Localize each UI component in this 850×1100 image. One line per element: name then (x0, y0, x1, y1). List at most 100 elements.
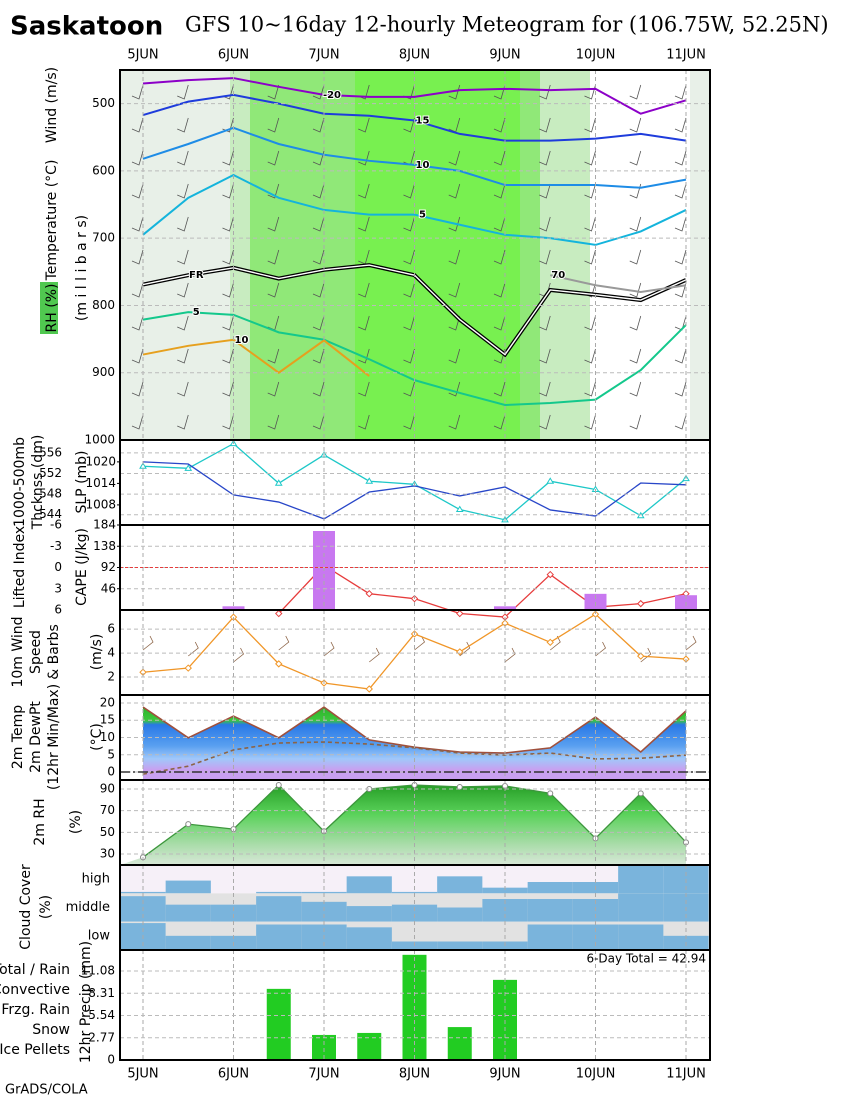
point (546, 570, 554, 579)
y-tick-label: 70 (100, 803, 115, 817)
wind-barb (584, 183, 596, 199)
y2-tick-label: 1020 (85, 454, 116, 468)
legend-entry: Snow (32, 1022, 70, 1038)
wind-barb (312, 282, 325, 298)
wind-barb (685, 635, 697, 651)
wind-barb (629, 216, 642, 232)
y-tick-label: 20 (100, 695, 115, 709)
wind-barb (312, 348, 325, 364)
wind-barb (629, 282, 642, 298)
cloud-cover (256, 924, 302, 950)
wind-barb (629, 183, 642, 199)
point (274, 479, 283, 486)
wind-barb (267, 183, 280, 199)
wind-barb (674, 381, 687, 397)
axis-label: 12hr Precip (mm) (78, 941, 94, 1063)
wind-barb (267, 216, 280, 232)
contour-label: 5 (419, 210, 426, 221)
y-tick-label: -3 (50, 539, 62, 553)
wind-barb (414, 635, 426, 651)
bar (357, 1032, 382, 1060)
wind-barb (267, 348, 280, 364)
wind-barb (222, 414, 234, 430)
point (546, 477, 555, 484)
wind-barb (504, 647, 516, 663)
wind-barb (584, 249, 596, 265)
y-tick-label: 600 (92, 163, 115, 177)
wind-barb (493, 183, 506, 199)
wind-barb (131, 315, 144, 331)
cloud-cover (391, 904, 438, 922)
point (275, 660, 283, 668)
wind-barb (403, 381, 415, 397)
axis-label: Wind (m/s) (44, 67, 60, 143)
wind-barb (267, 84, 280, 100)
contour-label: 15 (416, 115, 430, 126)
wind-barb (584, 414, 596, 430)
y-tick-label: 2.77 (88, 1030, 115, 1044)
y2-tick-label: 92 (101, 560, 116, 574)
wind-barb (131, 183, 144, 199)
cloud-cover (256, 891, 302, 894)
axis-label: (m i l l i b a r s) (74, 215, 90, 321)
wind-barb (358, 216, 370, 232)
cloud-cover (527, 899, 573, 922)
wind-barb (131, 84, 144, 100)
wind-barb (448, 150, 461, 166)
point (637, 599, 645, 608)
wind-barb (629, 414, 642, 430)
cloud-cover (256, 896, 302, 922)
rh-shading (355, 70, 520, 440)
y-tick-label: 30 (100, 847, 115, 861)
contour-label: 5 (193, 307, 200, 318)
axis-label: 2m Temp (10, 705, 26, 769)
wind-barb (629, 150, 642, 166)
point (637, 790, 644, 797)
y2-tick-label: 138 (93, 539, 116, 553)
contour-label: 70 (551, 270, 565, 281)
y-tick-label: 2 (107, 670, 115, 684)
wind-barb (177, 414, 189, 430)
wind-barb (131, 216, 144, 232)
cloud-cover (346, 927, 392, 950)
bar (447, 1027, 472, 1060)
wind-barb (539, 381, 551, 397)
y-tick-label: 90 (100, 781, 115, 795)
point (275, 609, 283, 618)
x-tick-label: 7JUN (308, 48, 339, 63)
wind-barb (674, 414, 687, 430)
wind-barb (584, 216, 596, 232)
wind-barb (131, 414, 144, 430)
wind-barb (674, 282, 687, 298)
x-tick-label: 7JUN (308, 1067, 339, 1082)
panel (139, 610, 690, 693)
x-tick-label: 8JUN (399, 48, 430, 63)
cloud-cover (301, 901, 347, 922)
wind-barb (674, 183, 687, 199)
y2-tick-label: 1014 (85, 476, 116, 490)
wind-barb (233, 647, 245, 663)
wind-barb (312, 150, 325, 166)
wind-barb (267, 150, 280, 166)
cloud-cover (527, 924, 573, 950)
wind-barb (403, 249, 415, 265)
wind-barb (539, 249, 551, 265)
wind-barb (222, 348, 234, 364)
x-tick-label: 10JUN (576, 48, 616, 63)
point (636, 511, 645, 519)
wind-barb (358, 381, 370, 397)
y-tick-label: 552 (39, 466, 62, 480)
cloud-cover (165, 935, 211, 950)
contour-label: 10 (416, 160, 430, 171)
wind-barb (584, 117, 596, 133)
wind-barb (369, 647, 380, 663)
x-tick-label: 11JUN (666, 1067, 706, 1082)
point (365, 477, 374, 484)
station-title: Saskatoon (10, 12, 163, 42)
cloud-cover (301, 891, 347, 894)
wind-barb (539, 414, 551, 430)
y-tick-label: 700 (92, 231, 115, 245)
axis-label: 1000-500mb (12, 437, 28, 527)
axis-label: Cloud Cover (18, 864, 34, 950)
